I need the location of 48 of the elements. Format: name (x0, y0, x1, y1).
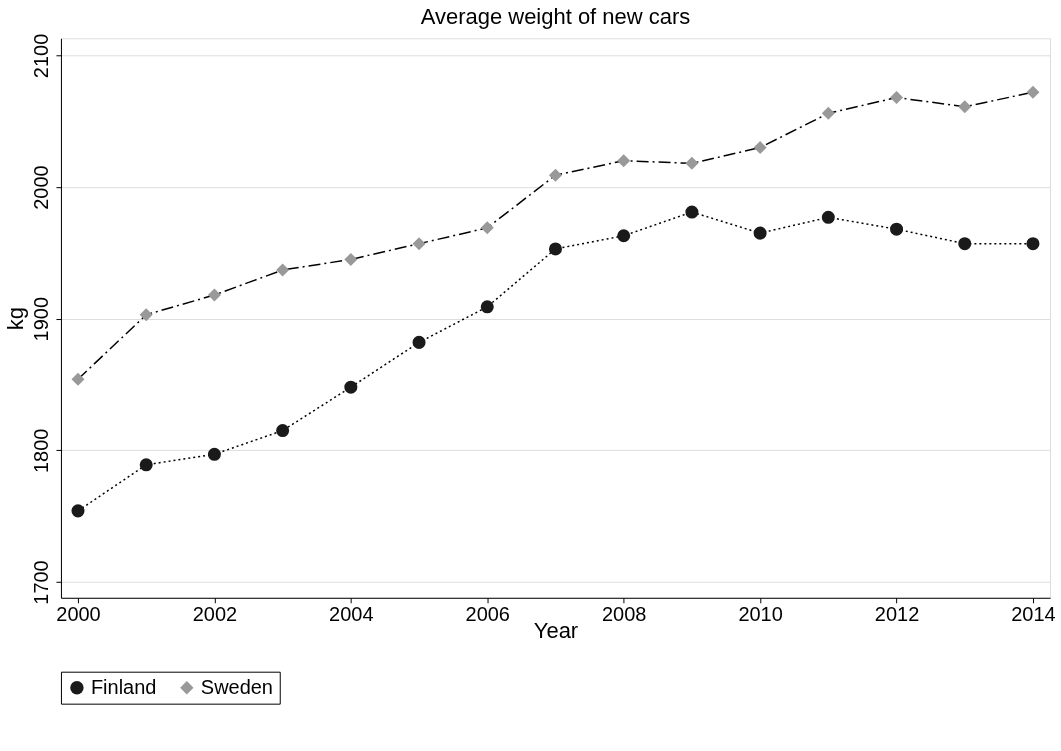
point (548, 242, 562, 256)
point (276, 424, 290, 438)
point (821, 210, 835, 224)
point (753, 226, 767, 240)
point (412, 335, 426, 349)
y-axis-title: kg (3, 306, 29, 331)
x-tick-label: 2002 (192, 603, 238, 626)
chart-title: Average weight of new cars (420, 4, 691, 30)
point (480, 221, 494, 235)
x-tick-label: 2008 (601, 603, 647, 626)
point (958, 100, 972, 114)
point (890, 91, 904, 105)
y-tick-label: 1800 (30, 428, 53, 474)
y-tick-label: 2100 (30, 33, 53, 79)
x-tick-label: 2000 (56, 603, 101, 626)
x-tick-label: 2010 (738, 603, 783, 626)
x-tick-label: 2012 (874, 603, 920, 626)
x-tick-label: 2014 (1011, 603, 1056, 626)
y-tick-label: 2000 (30, 165, 53, 210)
legend-label: Finland (90, 675, 157, 698)
x-tick-label: 2004 (329, 603, 374, 626)
point (71, 372, 85, 386)
point (1026, 237, 1040, 251)
point (685, 205, 699, 219)
point (207, 447, 221, 461)
point (890, 222, 904, 236)
point (71, 504, 85, 518)
point (685, 156, 699, 170)
point (412, 237, 426, 251)
point (344, 252, 358, 266)
x-tick-label: 2006 (465, 603, 510, 626)
y-tick-label: 1700 (30, 560, 53, 605)
point (139, 458, 153, 472)
point (617, 154, 631, 168)
point (548, 168, 562, 182)
point (344, 380, 358, 394)
point (821, 106, 835, 120)
point (958, 237, 972, 251)
x-axis-title: Year (533, 618, 579, 644)
point (139, 308, 153, 322)
point (207, 288, 221, 302)
legend-label: Sweden (200, 675, 273, 698)
point (617, 229, 631, 243)
point (753, 141, 767, 155)
y-tick-label: 1900 (30, 296, 53, 342)
point (480, 300, 494, 314)
point (276, 263, 290, 277)
point (1026, 85, 1040, 99)
